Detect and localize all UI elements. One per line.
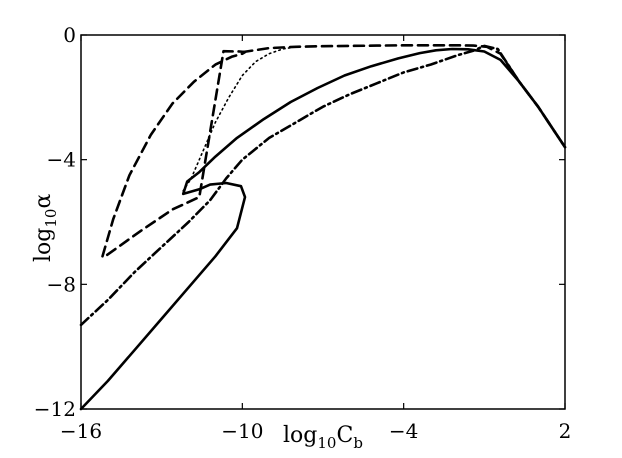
axis-tick-labels: −16 −10 −4 2 0 −4 −8 −12 [34,23,572,443]
x-tick-label: −10 [221,419,263,443]
series-dashed-line-2 [241,44,567,149]
series-group [79,44,567,411]
series-dashdot-line-4 [79,44,567,327]
series-solid-line-0 [79,47,567,411]
series-dotted-line-3 [182,46,297,192]
x-tick-label: −4 [389,419,418,443]
y-tick-label: −8 [47,272,76,296]
y-tick-label: −12 [34,397,76,421]
series-dashed-line-1 [101,49,247,258]
plot-frame [80,34,566,410]
x-tick-label: −16 [60,419,102,443]
y-axis-label: log10α [31,194,60,262]
x-tick-label: 2 [559,419,572,443]
axis-ticks [80,34,566,410]
y-tick-label: 0 [63,23,76,47]
x-axis-label: log10Cb [283,423,363,452]
y-tick-label: −4 [47,148,76,172]
